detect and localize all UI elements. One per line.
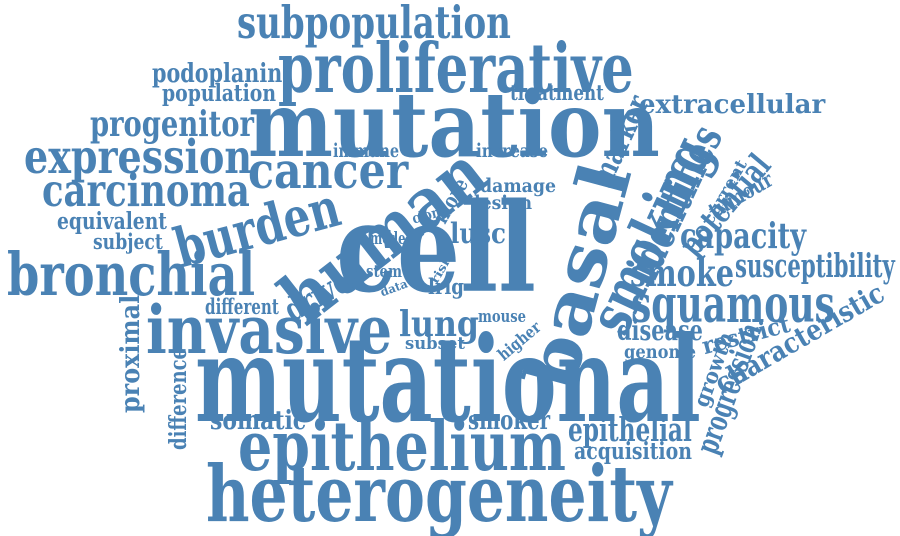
word-stem: stem (366, 265, 402, 279)
word-extracellular: extracellular (639, 94, 825, 116)
word-difference: difference (168, 348, 188, 450)
word-heterogeneity: heterogeneity (206, 462, 672, 528)
word-lrig: lrig (428, 278, 464, 296)
word-increase: increase (476, 143, 548, 159)
word-proximal: proximal (120, 295, 142, 413)
word-equivalent: equivalent (57, 211, 167, 231)
